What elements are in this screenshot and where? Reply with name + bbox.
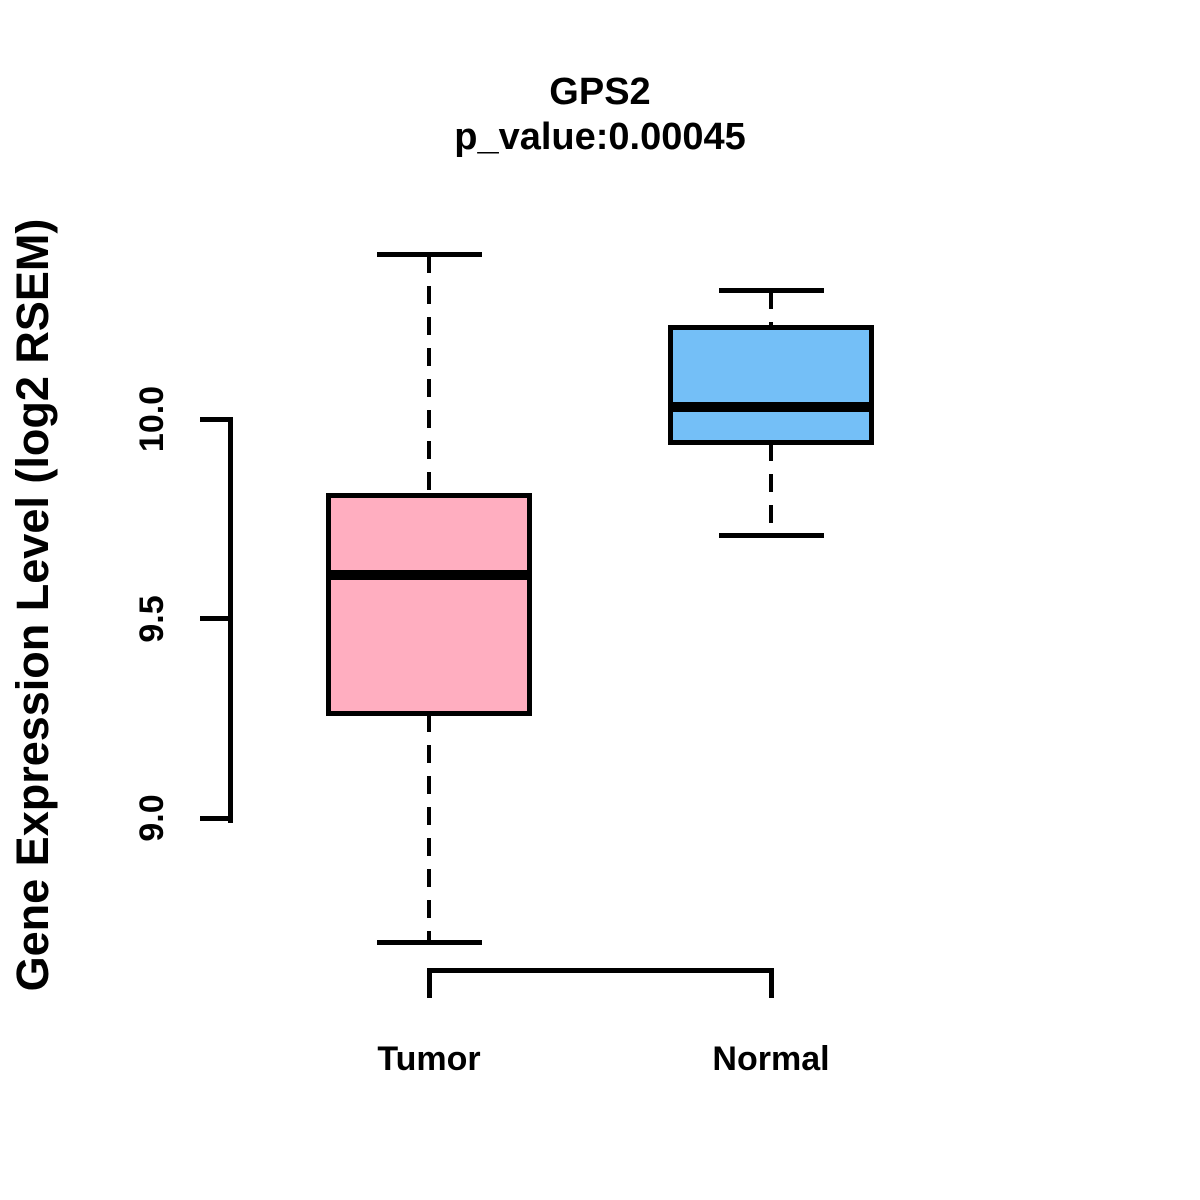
- y-axis-tick-9.0: [200, 815, 230, 821]
- x-category-label-normal: Normal: [712, 1040, 830, 1078]
- tumor-lower-whisker-line: [427, 714, 431, 942]
- normal-lower-whisker-cap: [718, 532, 824, 538]
- y-tick-label-9.5: 9.5: [133, 594, 171, 643]
- normal-iqr-box: [668, 325, 874, 445]
- chart-title: GPS2: [549, 71, 651, 113]
- x-axis-tick-tumor: [426, 968, 432, 998]
- tumor-iqr-box: [326, 492, 532, 717]
- tumor-lower-whisker-cap: [376, 939, 482, 945]
- tumor-upper-whisker-cap: [376, 252, 482, 258]
- x-category-label-tumor: Tumor: [377, 1040, 481, 1078]
- y-axis-tick-10.0: [200, 416, 230, 422]
- y-tick-label-9.0: 9.0: [133, 794, 171, 842]
- chart-subtitle-pvalue: p_value:0.00045: [454, 116, 746, 158]
- y-axis-line: [228, 417, 233, 823]
- normal-median-line: [668, 402, 874, 413]
- y-axis-title: Gene Expression Level (log2 RSEM): [7, 218, 58, 992]
- normal-lower-whisker-line: [769, 442, 773, 535]
- normal-upper-whisker-cap: [718, 288, 824, 294]
- x-axis-tick-normal: [768, 968, 774, 998]
- y-tick-label-10.0: 10.0: [133, 385, 171, 453]
- y-axis-tick-9.5: [200, 616, 230, 621]
- tumor-upper-whisker-line: [427, 255, 431, 495]
- tumor-median-line: [326, 569, 532, 580]
- normal-upper-whisker-line: [769, 291, 773, 328]
- chart-title-block: GPS2 p_value:0.00045: [0, 70, 1200, 160]
- x-axis-line: [429, 968, 771, 973]
